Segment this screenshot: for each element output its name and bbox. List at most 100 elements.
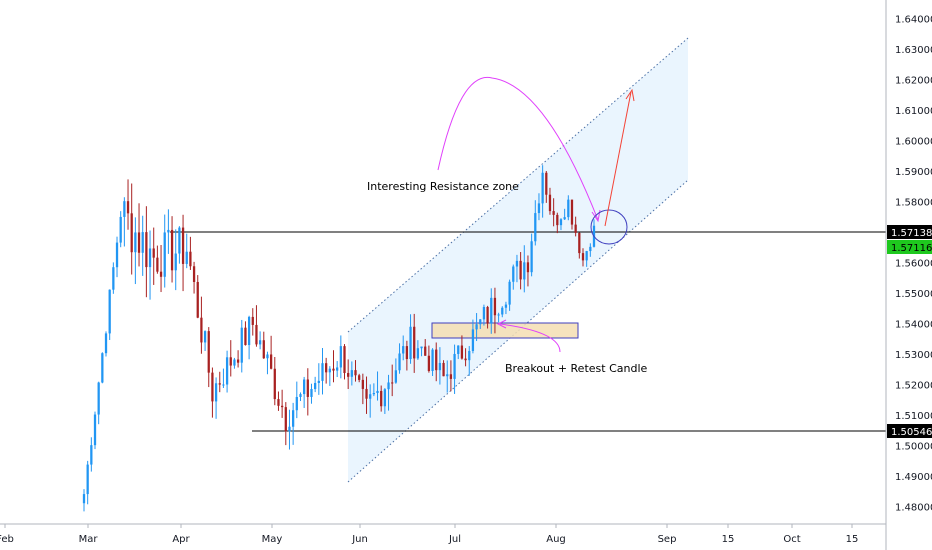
candle-body [211, 372, 214, 402]
candle-body [508, 281, 511, 305]
x-tick-label: Mar [79, 534, 99, 545]
candle-body [299, 394, 302, 397]
candle-body [203, 331, 207, 343]
y-tick-label: 1.55000 [895, 289, 932, 300]
candle-body [321, 363, 324, 381]
candle-body [262, 340, 265, 359]
y-tick-label: 1.62000 [895, 76, 932, 87]
candle-body [376, 390, 379, 394]
channel-upper-line [347, 37, 689, 333]
candle-body [387, 382, 390, 390]
candle-body [170, 229, 174, 271]
x-tick-label: Oct [783, 534, 800, 545]
candle-body [339, 346, 342, 368]
candle-body [93, 414, 97, 446]
candle-body [225, 357, 229, 385]
x-tick-label: Sep [658, 534, 677, 545]
candle-body [273, 368, 276, 400]
candle-body [148, 248, 152, 268]
x-tick-label: Aug [546, 534, 566, 545]
candle-body [104, 333, 108, 354]
price-tag-current-label: 1.57116 [891, 243, 932, 254]
candle-body [519, 260, 522, 280]
candle-body [119, 216, 122, 243]
y-tick-label: 1.60000 [895, 137, 932, 148]
candle-body [181, 227, 185, 264]
candle-body [145, 232, 148, 268]
candle-body [291, 410, 295, 427]
y-tick-label: 1.56000 [895, 259, 932, 270]
candlestick-series [82, 165, 596, 512]
highlight-ellipse [590, 209, 628, 245]
projection-arrow [604, 91, 632, 227]
price-tag-support-label: 1.50546 [891, 427, 932, 438]
candle-body [449, 374, 453, 379]
candle-body [112, 267, 115, 290]
candle-body [277, 399, 280, 406]
candle-body [515, 260, 519, 267]
x-tick-label: Feb [0, 534, 14, 545]
candle-body [438, 362, 442, 371]
candle-body [255, 324, 258, 345]
x-tick-label: 15 [722, 534, 735, 545]
candle-body [574, 224, 577, 233]
candle-body [317, 380, 320, 383]
price-tag-resistance: 1.57138 [887, 225, 932, 239]
candle-body [258, 340, 262, 345]
candle-body [460, 345, 464, 359]
candle-body [405, 346, 409, 360]
candle-body [314, 382, 317, 390]
candle-body [303, 379, 306, 395]
candle-body [152, 248, 155, 258]
candle-body [545, 172, 548, 195]
annotation-breakout-retest: Breakout + Retest Candle [505, 362, 648, 375]
candle-body [328, 368, 331, 373]
annotation-resistance-zone: Interesting Resistance zone [367, 180, 519, 193]
y-tick-label: 1.59000 [895, 167, 932, 178]
candle-body [442, 362, 445, 377]
candle-body [101, 353, 104, 383]
y-tick-label: 1.49000 [895, 472, 932, 483]
y-tick-label: 1.51000 [895, 411, 932, 422]
projection-arrowhead [625, 88, 635, 102]
candle-body [251, 316, 254, 325]
candle-body [541, 172, 544, 204]
retest-zone-box [431, 322, 579, 339]
candle-body [559, 219, 563, 226]
y-tick-label: 1.61000 [895, 106, 932, 117]
y-axis-ticks: 1.64000 1.63000 1.62000 1.61000 1.60000 1.590… [895, 15, 932, 514]
candle-body [218, 383, 221, 385]
candle-body [475, 324, 478, 330]
y-tick-label: 1.58000 [895, 198, 932, 209]
y-tick-label: 1.54000 [895, 319, 932, 330]
x-tick-label: Jul [448, 534, 461, 545]
candle-body [453, 353, 456, 379]
candle-body [325, 363, 328, 373]
candle-body [266, 354, 269, 359]
candle-body [97, 382, 100, 415]
candle-body [222, 384, 225, 386]
candle-body [189, 251, 192, 267]
candle-body [427, 355, 431, 371]
candle-body [229, 357, 232, 366]
candle-body [457, 345, 460, 354]
y-tick-label: 1.52000 [895, 380, 932, 391]
y-tick-label: 1.53000 [895, 350, 932, 361]
y-tick-label: 1.50000 [895, 441, 932, 452]
price-tag-current: 1.57116 [887, 240, 932, 254]
candle-body [581, 253, 585, 261]
candle-body [350, 370, 353, 377]
candle-body [207, 331, 210, 373]
candle-body [156, 257, 159, 272]
candle-body [548, 194, 552, 212]
candle-body [82, 494, 86, 504]
candle-body [126, 201, 130, 214]
candle-body [585, 251, 588, 261]
candle-body [159, 271, 163, 277]
candle-body [486, 306, 489, 324]
candle-body [269, 354, 273, 369]
candle-body [369, 394, 372, 399]
candle-body [446, 374, 449, 377]
magenta-curve-arrow [499, 323, 561, 353]
